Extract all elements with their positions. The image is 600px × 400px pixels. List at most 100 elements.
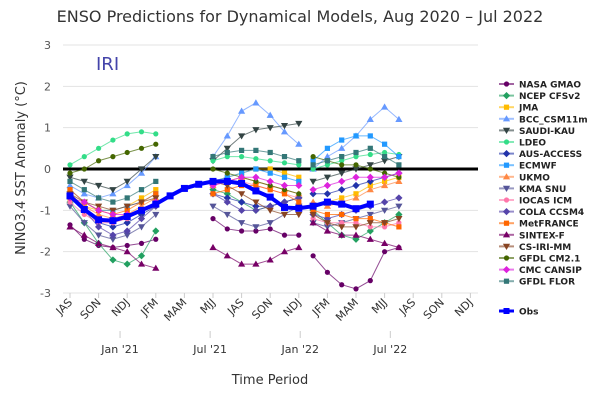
forecast-point xyxy=(239,170,245,176)
forecast-point xyxy=(309,190,317,198)
forecast-point xyxy=(296,158,302,164)
obs-point xyxy=(281,203,288,211)
forecast-point xyxy=(296,162,302,168)
forecast-point xyxy=(381,181,389,189)
forecast-point xyxy=(309,211,317,219)
legend-label: GFDL FLOR xyxy=(519,278,575,288)
forecast-point xyxy=(382,249,388,255)
obs-point xyxy=(366,200,374,208)
forecast-point xyxy=(309,219,317,226)
forecast-point xyxy=(67,187,73,193)
forecast-point xyxy=(80,178,88,185)
obs-point xyxy=(266,193,274,201)
forecast-point xyxy=(239,228,245,234)
forecast-point xyxy=(153,141,159,147)
forecast-point xyxy=(96,195,102,201)
forecast-point xyxy=(281,191,288,197)
legend-label: UKMO xyxy=(519,173,550,183)
forecast-point xyxy=(280,181,289,190)
forecast-point xyxy=(95,206,103,214)
legend-label: CMC CANSIP xyxy=(519,266,582,276)
forecast-point xyxy=(395,203,403,210)
obs-point xyxy=(180,184,188,192)
forecast-point xyxy=(266,207,274,214)
forecast-point xyxy=(210,154,216,160)
forecast-point xyxy=(253,178,259,184)
forecast-point xyxy=(238,107,246,114)
forecast-point xyxy=(395,194,403,202)
obs-point xyxy=(252,187,260,195)
forecast-point xyxy=(267,187,273,193)
forecast-point xyxy=(66,181,74,189)
forecast-point xyxy=(281,170,288,176)
forecast-point xyxy=(366,220,374,227)
forecast-point xyxy=(152,264,160,271)
forecast-point xyxy=(353,154,359,160)
forecast-point xyxy=(238,133,246,140)
forecast-point xyxy=(324,211,330,218)
forecast-point xyxy=(339,282,345,288)
forecast-point xyxy=(95,232,103,239)
forecast-point xyxy=(80,220,88,227)
forecast-point xyxy=(366,227,374,235)
forecast-point xyxy=(310,158,316,164)
forecast-point xyxy=(281,160,288,166)
y-tick-label: -2 xyxy=(40,246,51,259)
forecast-point xyxy=(137,260,146,267)
forecast-point xyxy=(367,182,373,189)
forecast-point xyxy=(281,154,288,160)
obs-point xyxy=(338,200,346,208)
legend-label: NASA GMAO xyxy=(519,81,581,91)
forecast-point xyxy=(339,137,345,143)
forecast-point xyxy=(153,178,159,184)
forecast-point xyxy=(323,153,331,160)
forecast-point xyxy=(238,198,246,206)
forecast-point xyxy=(323,227,331,234)
forecast-point xyxy=(281,187,288,193)
forecast-point xyxy=(252,206,260,214)
forecast-point xyxy=(324,269,330,275)
forecast-point xyxy=(238,206,246,214)
legend-label: KMA SNU xyxy=(519,185,566,195)
legend-marker xyxy=(502,92,511,100)
forecast-point xyxy=(224,187,230,193)
legend-label: BCC_CSM11m xyxy=(519,115,588,125)
forecast-point xyxy=(253,228,259,234)
iri-watermark: IRI xyxy=(96,54,119,75)
forecast-point xyxy=(252,99,260,106)
obs-point xyxy=(195,180,203,188)
forecast-point xyxy=(109,256,117,264)
forecast-point xyxy=(252,173,260,181)
obs-point xyxy=(238,179,246,187)
legend-label: GFDL CM2.1 xyxy=(519,255,580,265)
forecast-point xyxy=(109,187,117,194)
forecast-point xyxy=(223,198,231,206)
forecast-point xyxy=(252,224,260,231)
forecast-point xyxy=(95,182,103,190)
forecast-point xyxy=(367,216,373,222)
forecast-point xyxy=(267,226,273,232)
forecast-point xyxy=(137,166,146,173)
forecast-point xyxy=(323,202,331,209)
legend-label: AUS-ACCESS xyxy=(519,150,582,160)
forecast-point xyxy=(381,173,389,181)
forecast-point xyxy=(367,278,373,284)
forecast-point xyxy=(382,141,388,147)
forecast-point xyxy=(81,211,87,218)
forecast-point xyxy=(323,220,331,227)
forecast-point xyxy=(281,232,288,238)
forecast-point xyxy=(152,211,160,219)
forecast-point xyxy=(323,174,331,181)
legend-label: COLA CCSM4 xyxy=(519,208,584,218)
x-season-label: NDJ xyxy=(281,296,304,319)
obs-point xyxy=(295,204,303,212)
forecast-point xyxy=(267,182,273,189)
chart-title: ENSO Predictions for Dynamical Models, A… xyxy=(57,7,544,26)
legend-label: MetFRANCE xyxy=(519,220,579,230)
forecast-point xyxy=(137,169,146,176)
forecast-point xyxy=(281,174,288,180)
legend-label: IOCAS ICM xyxy=(519,197,572,207)
forecast-point xyxy=(153,236,159,242)
legend-marker xyxy=(503,255,510,261)
forecast-point xyxy=(123,178,131,185)
